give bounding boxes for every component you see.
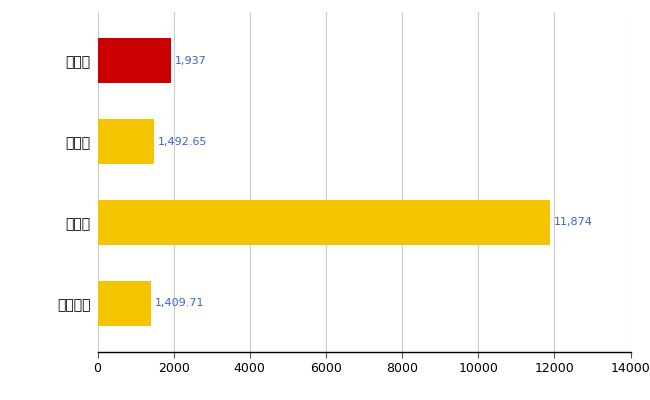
Bar (98, 119, 154, 164)
Text: 1,937: 1,937 (175, 56, 207, 66)
Text: 11,874: 11,874 (553, 218, 592, 228)
Text: 1,409.71: 1,409.71 (155, 298, 205, 308)
Bar (98, 38, 171, 83)
Bar (98, 200, 549, 245)
Bar (98, 281, 151, 326)
Text: 1,492.65: 1,492.65 (158, 136, 207, 146)
